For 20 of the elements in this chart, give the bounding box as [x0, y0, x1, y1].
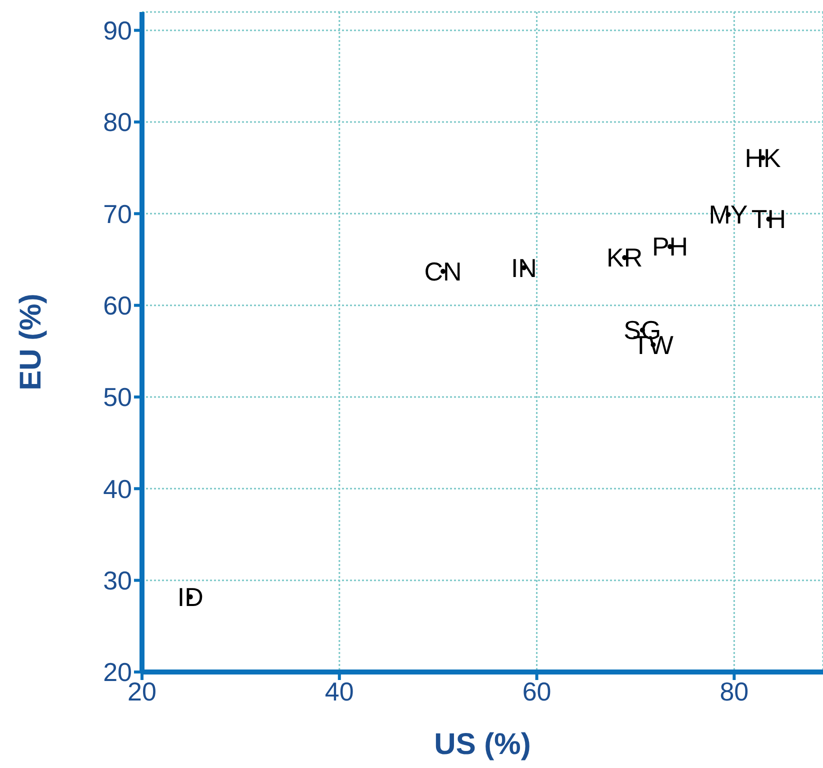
y-tick-label: 30 [103, 566, 132, 596]
data-label: IN [510, 252, 537, 283]
y-tick-label: 50 [103, 382, 132, 412]
y-tick-label: 90 [103, 16, 132, 46]
x-axis-title: US (%) [434, 728, 531, 761]
y-tick-label: 60 [103, 290, 132, 321]
x-tick-label: 60 [522, 676, 552, 706]
data-label: MY [708, 200, 748, 230]
data-label: TH [751, 204, 786, 234]
y-axis-title: EU (%) [14, 294, 48, 390]
data-label: PH [652, 232, 688, 262]
data-label: KR [606, 242, 643, 273]
y-tick-label: 70 [103, 198, 132, 229]
data-label: CN [424, 256, 462, 286]
data-label: HK [744, 142, 782, 173]
x-tick-label: 80 [720, 676, 749, 706]
data-label: ID [177, 582, 204, 612]
y-tick-label: 80 [103, 107, 132, 138]
x-tick-label: 40 [324, 676, 354, 706]
y-tick-label: 40 [103, 474, 132, 504]
